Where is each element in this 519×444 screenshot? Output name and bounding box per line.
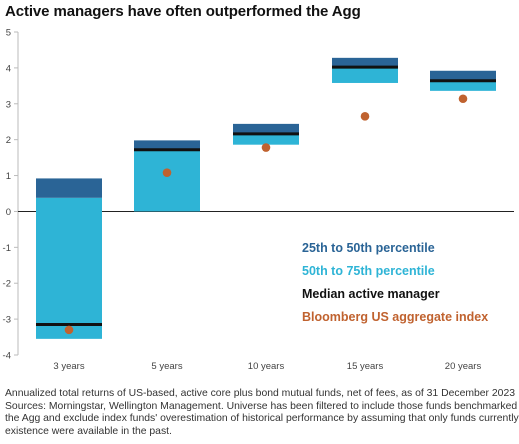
bar-50-75-percentile xyxy=(332,67,398,83)
bar-25-50-percentile xyxy=(233,123,299,134)
bar-25-50-percentile xyxy=(36,178,102,198)
x-tick-label: 10 years xyxy=(248,361,285,372)
bar-50-75-percentile xyxy=(36,197,102,339)
footnote: Annualized total returns of US-based, ac… xyxy=(5,388,519,438)
legend-entry: 25th to 50th percentile xyxy=(302,241,435,255)
footnote-line: existence were available in the past. xyxy=(5,425,172,437)
bar-25-50-percentile xyxy=(134,140,200,150)
x-tick-label: 20 years xyxy=(445,361,482,372)
bar-50-75-percentile xyxy=(134,149,200,212)
y-tick-label: -4 xyxy=(3,351,11,362)
footnote-line: Annualized total returns of US-based, ac… xyxy=(5,388,516,399)
chart-area: 5 4 3 2 1 0 -1 -2 -3 -4 3 years 5 years 10 years 15 … xyxy=(3,28,514,372)
legend-entry: 50th to 75th percentile xyxy=(302,264,435,278)
y-tick-label: 1 xyxy=(6,171,11,182)
index-layer xyxy=(64,94,468,335)
index-point xyxy=(162,168,172,177)
x-tick-label: 15 years xyxy=(347,361,384,372)
y-tick-label: 5 xyxy=(6,28,11,39)
chart-title: Active managers have often outperformed … xyxy=(5,3,361,20)
index-point xyxy=(261,143,271,152)
y-tick-label: -2 xyxy=(3,279,11,290)
y-tick-label: 0 xyxy=(6,207,11,218)
bar-50-75-percentile xyxy=(233,133,299,145)
y-tick-label: -1 xyxy=(3,243,11,254)
x-axis-labels: 3 years 5 years 10 years 15 years 20 years xyxy=(53,361,481,372)
legend-entry: Bloomberg US aggregate index xyxy=(302,310,488,324)
index-point xyxy=(458,94,468,104)
index-point xyxy=(64,325,74,335)
y-tick-label: 3 xyxy=(6,99,11,110)
index-point xyxy=(360,112,370,121)
bar-layer xyxy=(36,57,496,339)
legend: 25th to 50th percentile 50th to 75th perc… xyxy=(302,241,488,324)
median-layer xyxy=(36,65,496,326)
footnote-line: Sources: Morningstar, Wellington Managem… xyxy=(5,400,519,412)
bar-25-50-percentile xyxy=(332,57,398,68)
legend-entry: Median active manager xyxy=(302,287,440,301)
bar-50-75-percentile xyxy=(430,80,496,91)
footnote-line: the Agg and exclude index funds' overest… xyxy=(5,413,519,425)
y-tick-label: 4 xyxy=(6,63,11,74)
x-tick-label: 5 years xyxy=(151,361,182,372)
x-tick-label: 3 years xyxy=(53,361,84,372)
y-tick-label: -3 xyxy=(3,315,11,326)
bar-25-50-percentile xyxy=(430,70,496,81)
y-tick-label: 2 xyxy=(6,135,11,146)
